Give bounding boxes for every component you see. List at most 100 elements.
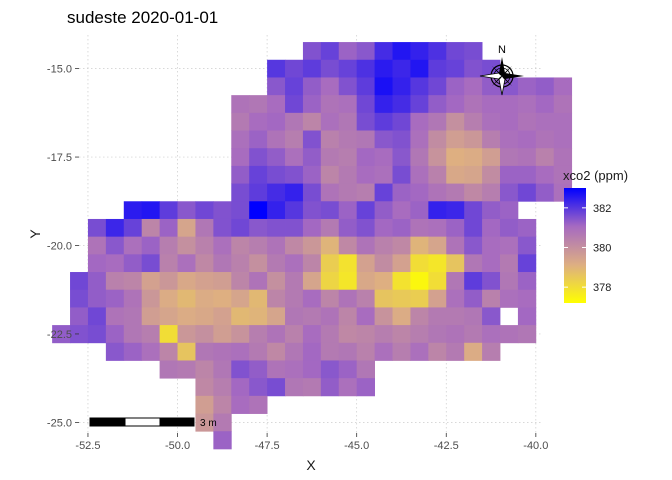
- heatmap-cell: [177, 325, 196, 344]
- heatmap-cell: [320, 307, 340, 326]
- heatmap-cell: [500, 218, 519, 238]
- heatmap-cell: [105, 342, 125, 361]
- legend-tick-label: 380: [593, 242, 611, 254]
- heatmap-cell: [338, 307, 358, 326]
- heatmap-cell: [392, 218, 411, 238]
- x-tick-label: -47.5: [255, 440, 280, 452]
- heatmap-cell: [105, 218, 125, 238]
- heatmap-cell: [231, 360, 250, 379]
- heatmap-cell: [410, 307, 429, 326]
- heatmap-cell: [356, 342, 375, 361]
- heatmap-cell: [320, 254, 340, 273]
- heatmap-cell: [285, 236, 304, 255]
- heatmap-cell: [446, 77, 465, 96]
- heatmap-cell: [356, 95, 375, 114]
- heatmap-cell: [231, 218, 250, 238]
- heatmap-cell: [249, 165, 268, 184]
- heatmap-cell: [231, 236, 250, 255]
- heatmap-cell: [105, 272, 125, 291]
- heatmap-cell: [249, 218, 268, 238]
- heatmap-cell: [267, 325, 286, 344]
- heatmap-cell: [285, 342, 304, 361]
- heatmap-cell: [464, 183, 483, 202]
- heatmap-cell: [123, 342, 143, 361]
- heatmap-cell: [249, 272, 268, 291]
- heatmap-cell: [374, 130, 393, 149]
- heatmap-cell: [464, 236, 483, 255]
- heatmap-cell: [302, 378, 322, 397]
- heatmap-cell: [141, 218, 161, 238]
- heatmap-cell: [105, 325, 125, 344]
- heatmap-cell: [195, 272, 214, 291]
- heatmap-cell: [141, 201, 161, 220]
- heatmap-cell: [392, 342, 411, 361]
- y-tick-label: -22.5: [47, 329, 72, 341]
- heatmap-cell: [302, 201, 322, 220]
- heatmap-cell: [392, 130, 411, 149]
- heatmap-cell: [356, 201, 375, 220]
- heatmap-cell: [249, 148, 268, 167]
- heatmap-cell: [410, 342, 429, 361]
- heatmap-cell: [267, 236, 286, 255]
- heatmap-cell: [338, 360, 358, 379]
- heatmap-cell: [285, 272, 304, 291]
- heatmap-cell: [231, 307, 250, 326]
- heatmap-cell: [338, 289, 358, 308]
- heatmap-cell: [302, 236, 322, 255]
- heatmap-cell: [87, 289, 107, 308]
- heatmap-cell: [482, 254, 501, 273]
- heatmap-cell: [123, 236, 143, 255]
- heatmap-cell: [267, 342, 286, 361]
- heatmap-cell: [356, 218, 375, 238]
- heatmap-cell: [517, 148, 537, 167]
- heatmap-cell: [249, 112, 268, 131]
- heatmap-cell: [356, 130, 375, 149]
- heatmap-cell: [482, 201, 501, 220]
- heatmap-cell: [410, 95, 429, 114]
- heatmap-cell: [213, 360, 232, 379]
- heatmap-cell: [159, 325, 178, 344]
- heatmap-cell: [410, 201, 429, 220]
- heatmap-cell: [231, 272, 250, 291]
- heatmap-cell: [213, 325, 232, 344]
- heatmap-cell: [410, 289, 429, 308]
- heatmap-cell: [517, 165, 537, 184]
- heatmap-cell: [374, 218, 393, 238]
- heatmap-cell: [428, 165, 447, 184]
- heatmap-cell: [267, 254, 286, 273]
- heatmap-cell: [302, 360, 322, 379]
- heatmap-cell: [195, 325, 214, 344]
- heatmap-cell: [446, 112, 465, 131]
- heatmap-cell: [500, 95, 519, 114]
- heatmap-cell: [374, 236, 393, 255]
- heatmap-cell: [195, 395, 214, 414]
- heatmap-cell: [267, 360, 286, 379]
- heatmap-cell: [320, 77, 340, 96]
- heatmap-cell: [446, 307, 465, 326]
- heatmap-cell: [320, 378, 340, 397]
- heatmap-cell: [302, 148, 322, 167]
- heatmap-cell: [267, 148, 286, 167]
- heatmap-cell: [195, 342, 214, 361]
- heatmap-cell: [320, 148, 340, 167]
- heatmap-cell: [123, 289, 143, 308]
- heatmap-cell: [482, 342, 501, 361]
- heatmap-cell: [338, 77, 358, 96]
- heatmap-cell: [267, 165, 286, 184]
- heatmap-cell: [320, 130, 340, 149]
- heatmap-cell: [70, 325, 89, 344]
- heatmap-cell: [249, 130, 268, 149]
- heatmap-cell: [535, 130, 555, 149]
- x-axis-title: X: [306, 457, 316, 473]
- heatmap-cell: [517, 183, 537, 202]
- heatmap-cell: [517, 236, 537, 255]
- heatmap-cell: [392, 272, 411, 291]
- heatmap-cell: [338, 272, 358, 291]
- heatmap-cell: [302, 42, 322, 61]
- heatmap-cell: [231, 342, 250, 361]
- heatmap-cell: [249, 183, 268, 202]
- heatmap-cell: [535, 148, 555, 167]
- heatmap-cell: [338, 236, 358, 255]
- heatmap-cell: [428, 77, 447, 96]
